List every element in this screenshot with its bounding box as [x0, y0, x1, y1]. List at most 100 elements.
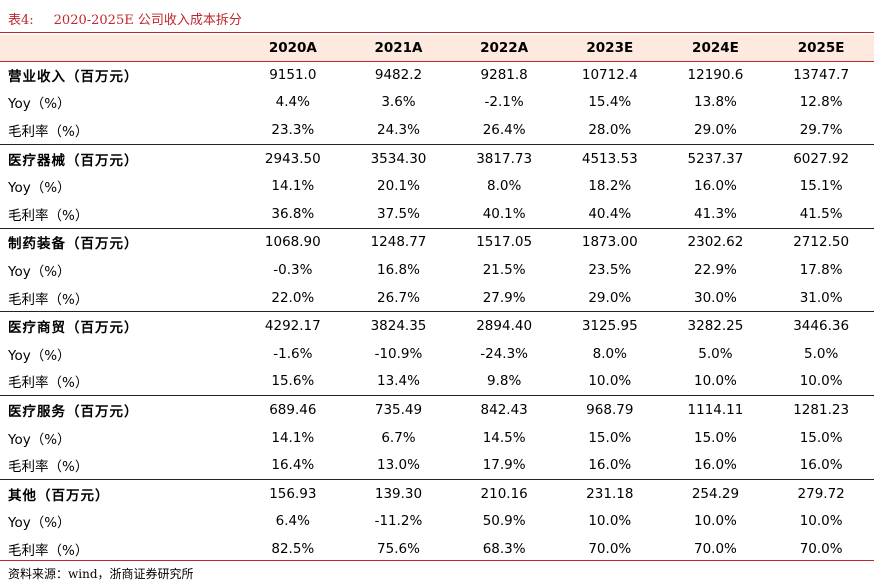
table-cell: 23.3% [271, 121, 315, 138]
table-cell: 156.93 [240, 478, 346, 508]
table-cell: 15.1% [799, 178, 843, 195]
yoy-row: Yoy（%） -0.3% 16.8% 21.5% 23.5% 22.9% 17.8% [0, 256, 874, 284]
table-cell: 2712.50 [768, 227, 874, 257]
table-cell: -11.2% [374, 513, 423, 530]
row-label: 毛利率（%） [8, 542, 89, 559]
table-cell: 16.4% [271, 457, 315, 474]
row-label: Yoy（%） [8, 431, 71, 448]
source-note: 资料来源：wind，浙商证券研究所 [8, 567, 194, 581]
table-cell: 8.0% [592, 345, 627, 362]
table-cell: 842.43 [451, 395, 557, 424]
table-cell: 27.9% [482, 289, 526, 306]
column-header: 2024E [692, 40, 739, 56]
table-cell: 2943.50 [240, 143, 346, 173]
row-label: Yoy（%） [8, 515, 71, 532]
table-cell: 13.4% [377, 373, 420, 390]
row-label: 毛利率（%） [8, 459, 89, 476]
table-cell: 31.0% [799, 289, 843, 306]
table-cell: 13.0% [377, 457, 420, 474]
table-cell: 3534.30 [345, 143, 452, 173]
row-label: 医疗服务（百万元） [0, 395, 240, 424]
table-cell: 4.4% [275, 94, 310, 111]
table-cell: 16.8% [377, 261, 420, 278]
table-cell: 5237.37 [662, 143, 769, 173]
table-cell: 10.0% [694, 373, 737, 390]
gross-margin-row: 毛利率（%） 15.6% 13.4% 9.8% 10.0% 10.0% 10.0% [0, 368, 874, 396]
table-cell: 15.0% [588, 429, 632, 446]
table-cell: 36.8% [271, 205, 315, 222]
table-cell: 4513.53 [556, 143, 663, 173]
column-header: 2023E [586, 40, 634, 56]
row-label: Yoy（%） [8, 96, 71, 113]
table-cell: 231.18 [556, 478, 663, 508]
table-cell: 12190.6 [687, 66, 744, 83]
table-cell: 254.29 [662, 478, 769, 508]
table-cell: 210.16 [451, 478, 557, 508]
table-cell: 10.0% [694, 513, 737, 530]
table-cell: 1068.90 [240, 227, 346, 257]
table-cell: 70.0% [799, 540, 843, 557]
table-cell: 3282.25 [662, 311, 769, 340]
table-cell: 68.3% [482, 540, 526, 557]
table-cell: 75.6% [377, 540, 420, 557]
table-cell: 10.0% [799, 513, 843, 530]
row-label: Yoy（%） [8, 347, 71, 364]
table-cell: 14.1% [271, 429, 315, 446]
table-cell: 12.8% [799, 94, 843, 111]
table-cell: 70.0% [694, 540, 737, 557]
table-cell: 23.5% [588, 261, 632, 278]
table-cell: 9281.8 [480, 66, 528, 83]
table-cell: 15.6% [271, 373, 315, 390]
table-cell: 6.4% [275, 513, 310, 530]
gross-margin-row: 毛利率（%） 23.3% 24.3% 26.4% 28.0% 29.0% 29.7% [0, 116, 874, 144]
table-cell: 10.0% [588, 373, 632, 390]
table-cell: 15.0% [694, 429, 737, 446]
row-label: Yoy（%） [8, 180, 71, 197]
table-cell: 9151.0 [269, 66, 317, 83]
table-cell: 37.5% [377, 205, 420, 222]
header-rule [0, 61, 874, 62]
row-label: 制药装备（百万元） [0, 227, 240, 257]
header-background [0, 35, 874, 61]
row-label: 毛利率（%） [8, 375, 89, 392]
table-cell: 28.0% [588, 121, 632, 138]
table-cell: 41.5% [799, 205, 843, 222]
header-empty [0, 35, 240, 61]
table-body: 营业收入（百万元） 9151.0 9482.2 9281.8 10712.4 12190.… [0, 61, 874, 563]
table-cell: 17.8% [799, 261, 843, 278]
table-cell: 8.0% [486, 178, 522, 195]
gross-margin-row: 毛利率（%） 16.4% 13.0% 17.9% 16.0% 16.0% 16.0% [0, 451, 874, 479]
table-cell: 24.3% [377, 121, 420, 138]
segment-row: 制药装备（百万元） 1068.90 1248.77 1517.05 1873.00 230… [0, 227, 874, 257]
table-cell: 3817.73 [451, 143, 557, 173]
row-label: 毛利率（%） [8, 207, 89, 224]
table-cell: -2.1% [484, 94, 524, 111]
table-cell: 29.0% [588, 289, 632, 306]
table-cell: 1281.23 [768, 395, 874, 424]
yoy-row: Yoy（%） -1.6% -10.9% -24.3% 8.0% 5.0% 5.0% [0, 340, 874, 368]
row-label: 毛利率（%） [8, 291, 89, 308]
table-cell: 735.49 [345, 395, 452, 424]
table-cell: 689.46 [240, 395, 346, 424]
table-cell: 16.0% [694, 178, 737, 195]
table-cell: 16.0% [588, 457, 632, 474]
table-cell: 3.6% [381, 94, 416, 111]
table-cell: 30.0% [694, 289, 737, 306]
table-cell: 6027.92 [768, 143, 874, 173]
table-cell: 1114.11 [662, 395, 769, 424]
table-cell: 10.0% [588, 513, 632, 530]
table-caption: 2020-2025E 公司收入成本拆分 [53, 13, 242, 28]
table-cell: 139.30 [345, 478, 452, 508]
segment-row: 医疗器械（百万元） 2943.50 3534.30 3817.73 4513.53 523… [0, 143, 874, 173]
table-cell: 82.5% [271, 540, 315, 557]
table-cell: 41.3% [694, 205, 737, 222]
row-label: 其他（百万元） [0, 478, 240, 508]
bottom-rule [0, 560, 874, 561]
table-cell: -10.9% [374, 345, 423, 362]
table-number: 表4: [8, 13, 34, 28]
table-cell: 26.4% [482, 121, 526, 138]
table-cell: 279.72 [768, 478, 874, 508]
table-cell: 15.0% [799, 429, 843, 446]
table-cell: 50.9% [482, 513, 526, 530]
table-cell: 10.0% [799, 373, 843, 390]
